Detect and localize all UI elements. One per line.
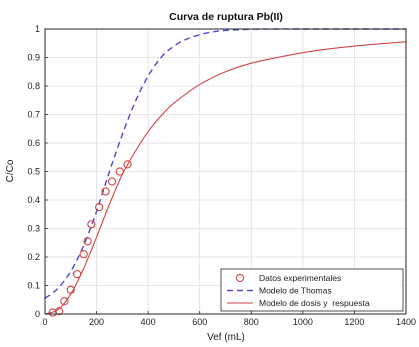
y-tick-label: 0.3 — [27, 224, 40, 234]
data-point — [55, 306, 64, 316]
legend-marker-icon — [235, 273, 245, 283]
y-tick-label: 0.6 — [27, 138, 40, 148]
legend-entry-label: Modelo de Thomas — [259, 286, 332, 296]
y-tick-label: 0.5 — [27, 167, 40, 177]
x-axis-label: Vef (mL) — [207, 332, 245, 343]
y-tick-label: 0.8 — [27, 81, 40, 91]
legend-entry-label: Datos experimentales — [259, 273, 341, 283]
data-point — [87, 220, 96, 229]
data-point — [123, 160, 132, 169]
x-tick-label: 200 — [89, 317, 104, 327]
data-point — [101, 187, 110, 196]
data-point — [83, 237, 92, 246]
x-tick-label: 1400 — [396, 317, 416, 327]
y-tick-label: 0.2 — [27, 252, 40, 262]
y-tick-label: 0 — [35, 309, 40, 319]
ticks: 0 200 400 600 800 1000 1200 1400 0 0.1 0.2 0.3 0.4 0.… — [27, 24, 416, 327]
dose-response-model-line — [44, 41, 407, 315]
y-tick-label: 0.1 — [27, 281, 40, 291]
y-tick-label: 1 — [35, 24, 40, 34]
x-tick-label: 1000 — [293, 317, 313, 327]
y-tick-label: 0.4 — [27, 195, 40, 205]
x-tick-label: 400 — [141, 317, 156, 327]
x-tick-label: 1200 — [344, 317, 364, 327]
data-point — [107, 177, 117, 186]
data-point — [66, 285, 75, 294]
legend: Datos experimentales Modelo de Thomas Mode… — [220, 268, 404, 312]
x-tick-label: 600 — [192, 317, 207, 327]
legend-entry-label: Modelo de dosis y respuesta — [259, 298, 370, 308]
x-tick-label: 800 — [244, 317, 259, 327]
y-tick-label: 0.7 — [27, 110, 40, 120]
data-point — [95, 202, 104, 212]
data-point — [79, 249, 88, 259]
y-axis-label: C/Co — [5, 159, 16, 182]
y-tick-label: 0.9 — [27, 53, 40, 63]
data-point — [60, 297, 69, 306]
data-point — [73, 269, 82, 279]
x-tick-label: 0 — [42, 317, 47, 327]
data-point — [115, 167, 124, 176]
chart-title: Curva de ruptura Pb(II) — [169, 11, 283, 23]
